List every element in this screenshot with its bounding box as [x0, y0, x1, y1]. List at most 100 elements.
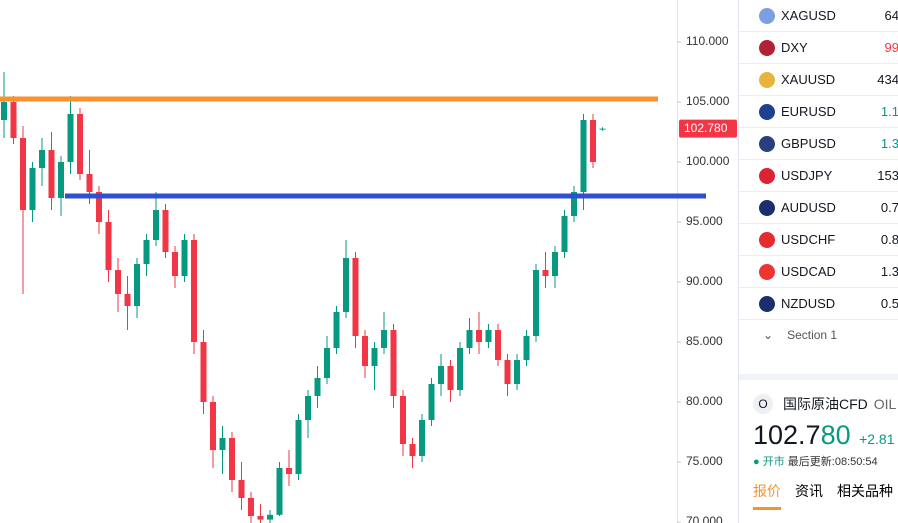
candle-body: [257, 516, 264, 520]
symbol: XAGUSD: [781, 8, 836, 23]
candle-body: [210, 402, 216, 451]
y-tick-label: 90.000: [686, 274, 723, 288]
candle-body: [67, 114, 74, 163]
candle-body: [314, 378, 321, 397]
quote-value: 99: [884, 40, 898, 55]
symbol: DXY: [781, 40, 808, 55]
tab[interactable]: 相关品种: [837, 483, 893, 499]
y-tick-label: 110.000: [686, 34, 729, 48]
tabs: 报价 资讯 相关品种: [739, 481, 898, 510]
symbol: EURUSD: [781, 104, 836, 119]
candle-body: [542, 270, 549, 277]
side-panel: XAGUSD 64 DXY 99 XAUUSD 434 EURUSD 1.1 GBPUSD 1.3…: [738, 0, 898, 523]
flag-icon: [759, 71, 775, 88]
candle-body: [267, 514, 273, 520]
candle-body: [58, 162, 64, 199]
tab[interactable]: 资讯: [795, 483, 823, 499]
section-label: Section 1: [787, 328, 838, 342]
y-tick-label: 105.000: [686, 94, 730, 108]
quote-value: 434: [877, 72, 898, 87]
candle-body: [485, 330, 492, 343]
candle-body: [409, 444, 416, 457]
watch-row[interactable]: XAUUSD 434: [739, 64, 898, 96]
watch-row[interactable]: EURUSD 1.1: [739, 96, 898, 128]
candle-body: [419, 420, 425, 457]
candle-body: [29, 168, 36, 211]
candle-body: [371, 348, 378, 367]
candle-body: [181, 240, 188, 277]
flag-icon: [759, 263, 775, 280]
tab[interactable]: 报价: [753, 481, 781, 510]
price-tail: 80: [820, 420, 851, 450]
symbol: GBPUSD: [781, 136, 836, 151]
candle-body: [400, 396, 406, 445]
quote-value: 1.3: [880, 136, 898, 151]
watch-row[interactable]: GBPUSD 1.3: [739, 128, 898, 160]
candle-body: [552, 252, 558, 277]
candle-body: [276, 468, 283, 515]
watch-row[interactable]: DXY 99: [739, 32, 898, 64]
y-tick-label: 70.000: [686, 514, 723, 523]
candle-body: [352, 258, 359, 337]
quote-value: 64: [884, 8, 898, 23]
watch-row[interactable]: NZDUSD 0.5: [739, 288, 898, 320]
symbol-code: OIL: [873, 396, 897, 412]
candle-body: [504, 360, 511, 385]
flag-icon: [759, 7, 775, 24]
candle-body: [77, 114, 83, 175]
y-tick-label: 95.000: [686, 214, 723, 228]
candle-body: [124, 294, 131, 307]
flag-icon: [759, 231, 775, 248]
flag-icon: [759, 135, 775, 152]
candle-body: [286, 468, 292, 475]
candle-body: [362, 336, 368, 367]
candle-body: [229, 438, 235, 481]
candle-body: [590, 120, 596, 163]
candle-body: [162, 210, 169, 253]
symbol: AUDUSD: [781, 200, 836, 215]
watchlist: XAGUSD 64 DXY 99 XAUUSD 434 EURUSD 1.1 GBPUSD 1.3…: [739, 0, 898, 320]
watch-row[interactable]: USDCAD 1.3: [739, 256, 898, 288]
price-tag-label: 102.780: [684, 121, 728, 135]
quote-value: 0.7: [880, 200, 898, 215]
candle-body: [580, 120, 587, 193]
candle-body: [457, 348, 463, 391]
flag-icon: [759, 295, 775, 312]
price-main: 102.7: [753, 420, 821, 450]
quote-value: 0.8: [880, 232, 898, 247]
quote-value: 0.5: [880, 296, 898, 311]
y-tick-label: 80.000: [686, 394, 723, 408]
candle-body: [447, 366, 454, 391]
price-change: +2.81: [859, 431, 895, 447]
candle-body: [428, 384, 435, 421]
candle-body: [1, 102, 7, 121]
candle-body: [20, 138, 26, 211]
quote-value: 1.1: [880, 104, 898, 119]
watch-row[interactable]: AUDUSD 0.7: [739, 192, 898, 224]
candle-body: [324, 348, 330, 379]
section-row[interactable]: ⌄ Section 1: [763, 328, 838, 342]
candle-body: [134, 264, 140, 307]
candle-body: [86, 174, 93, 193]
symbol: USDJPY: [781, 168, 833, 183]
y-tick-label: 85.000: [686, 334, 723, 348]
candle-body: [48, 150, 55, 199]
symbol: USDCAD: [781, 264, 836, 279]
update-time: 最后更新:08:50:54: [787, 456, 878, 468]
candle-body: [523, 336, 530, 361]
watch-row[interactable]: XAGUSD 64: [739, 0, 898, 32]
candle-body: [143, 240, 150, 265]
watch-row[interactable]: USDJPY 153: [739, 160, 898, 192]
candle-body: [333, 312, 340, 349]
quote-card: O 国际原油CFD OIL 102.780 +2.81 ● 开市 最后更新:08…: [739, 374, 898, 510]
candle-body: [390, 330, 397, 397]
candle-body: [571, 192, 577, 217]
flag-icon: [759, 39, 775, 56]
candle-body: [343, 258, 349, 313]
watch-row[interactable]: USDCHF 0.8: [739, 224, 898, 256]
candle-body: [200, 342, 207, 403]
candle-body: [96, 192, 102, 223]
chart: 70.000 75.000 80.000 85.000 90.000 95.000 100.…: [0, 0, 737, 523]
